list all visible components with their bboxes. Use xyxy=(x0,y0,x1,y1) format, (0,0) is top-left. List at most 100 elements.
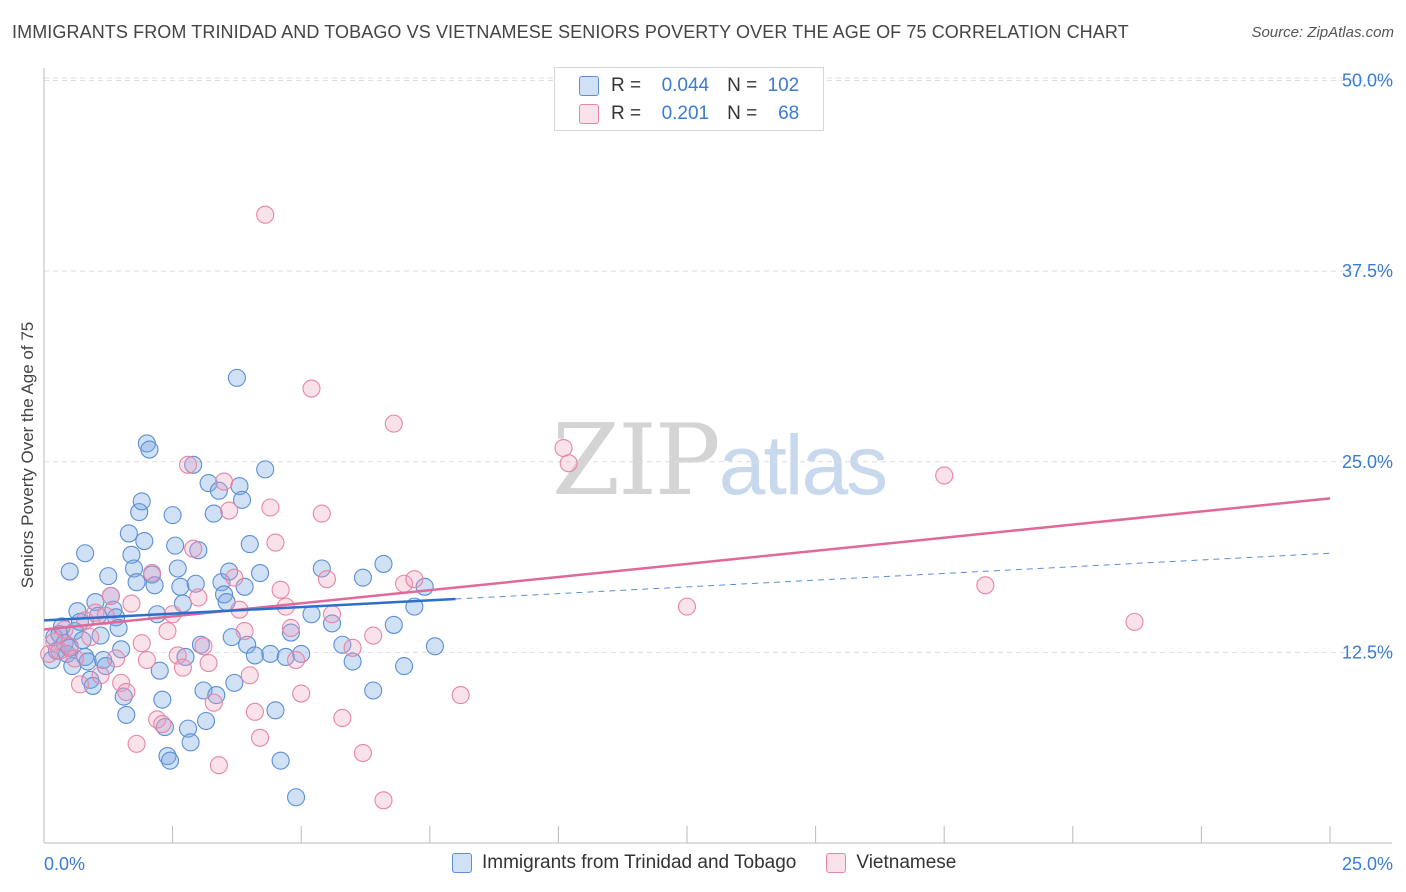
data-point-vietnamese xyxy=(266,533,285,552)
data-point-trinidad-tobago xyxy=(266,701,285,720)
data-point-vietnamese xyxy=(194,637,213,656)
data-point-vietnamese xyxy=(137,650,156,670)
data-point-vietnamese xyxy=(158,621,177,641)
data-point-vietnamese xyxy=(70,675,90,694)
series-trinidad-tobago xyxy=(42,368,444,807)
data-point-vietnamese xyxy=(1125,612,1144,631)
data-point-trinidad-tobago xyxy=(186,574,205,593)
data-point-trinidad-tobago xyxy=(117,705,136,724)
series-legend-item-trinidad-tobago[interactable]: Immigrants from Trinidad and Tobago xyxy=(452,852,796,874)
trend-line-trinidad-tobago xyxy=(43,597,456,622)
y-tick-label: 25.0% xyxy=(1342,452,1393,472)
data-point-vietnamese xyxy=(127,734,146,753)
chart-title: IMMIGRANTS FROM TRINIDAD AND TOBAGO VS V… xyxy=(12,22,1129,42)
data-point-trinidad-tobago xyxy=(140,440,159,459)
data-point-vietnamese xyxy=(333,708,352,728)
data-point-vietnamese xyxy=(214,472,234,491)
data-point-trinidad-tobago xyxy=(333,635,352,654)
data-point-vietnamese xyxy=(199,653,218,673)
data-point-trinidad-tobago xyxy=(384,615,403,634)
series-legend-label: Vietnamese xyxy=(856,852,957,873)
data-point-trinidad-tobago xyxy=(184,455,203,474)
data-point-vietnamese xyxy=(91,666,110,685)
legend-n-label: N = xyxy=(727,103,758,124)
data-point-trinidad-tobago xyxy=(112,640,131,659)
legend-row-trinidad-tobago: R = 0.044 N = 102 xyxy=(579,73,799,99)
x-tick-label: 0.0% xyxy=(44,854,85,874)
series-legend: Immigrants from Trinidad and Tobago Viet… xyxy=(452,852,986,874)
grid-lines xyxy=(44,77,1392,653)
tick-labels: 12.5% 25.0% 37.5% 50.0% 0.0% 25.0% xyxy=(44,71,1393,875)
data-point-trinidad-tobago xyxy=(276,647,295,667)
data-point-trinidad-tobago xyxy=(204,504,223,523)
data-point-trinidad-tobago xyxy=(209,481,228,500)
legend-r-value: 0.044 xyxy=(661,75,710,96)
data-point-vietnamese xyxy=(209,756,228,775)
legend-row-vietnamese: R = 0.201 N = 68 xyxy=(579,101,799,127)
data-point-trinidad-tobago xyxy=(374,554,393,573)
data-point-vietnamese xyxy=(271,580,290,599)
watermark: ZIPatlas xyxy=(552,404,888,518)
data-point-vietnamese xyxy=(153,714,172,734)
data-point-trinidad-tobago xyxy=(76,544,95,563)
data-point-vietnamese xyxy=(235,621,254,641)
data-point-trinidad-tobago xyxy=(225,673,244,692)
data-point-vietnamese xyxy=(178,455,198,474)
legend-swatch-blue xyxy=(452,853,472,873)
data-point-vietnamese xyxy=(405,570,424,589)
data-point-trinidad-tobago xyxy=(181,733,200,752)
data-point-trinidad-tobago xyxy=(124,559,144,578)
data-point-trinidad-tobago xyxy=(130,503,149,522)
data-point-vietnamese xyxy=(261,498,280,517)
data-point-vietnamese xyxy=(451,686,470,705)
data-point-vietnamese xyxy=(81,628,100,647)
data-point-vietnamese xyxy=(50,641,69,660)
data-point-trinidad-tobago xyxy=(119,524,138,543)
data-point-vietnamese xyxy=(55,620,74,639)
legend-r-value: 0.201 xyxy=(661,103,710,124)
data-point-vietnamese xyxy=(554,438,573,458)
data-point-vietnamese xyxy=(250,728,270,747)
data-point-trinidad-tobago xyxy=(155,718,174,737)
series-legend-item-vietnamese[interactable]: Vietnamese xyxy=(826,852,956,874)
legend-r-label: R = xyxy=(611,103,642,124)
watermark-zip: ZIP xyxy=(552,404,721,518)
data-point-vietnamese xyxy=(343,638,362,657)
data-point-vietnamese xyxy=(245,702,264,721)
data-point-vietnamese xyxy=(220,501,239,520)
y-tick-label: 37.5% xyxy=(1342,261,1393,281)
data-point-trinidad-tobago xyxy=(163,506,182,525)
data-point-trinidad-tobago xyxy=(96,657,115,676)
data-point-trinidad-tobago xyxy=(153,690,172,709)
data-point-trinidad-tobago xyxy=(261,644,280,663)
trend-line-trinidad-tobago-extension xyxy=(455,552,1331,600)
data-point-trinidad-tobago xyxy=(343,652,362,671)
data-point-vietnamese xyxy=(281,618,300,638)
data-point-vietnamese xyxy=(117,682,136,702)
data-point-vietnamese xyxy=(132,634,151,653)
data-point-trinidad-tobago xyxy=(166,536,185,555)
data-point-trinidad-tobago xyxy=(281,623,300,642)
data-point-vietnamese xyxy=(353,743,372,763)
legend-swatch-pink xyxy=(826,853,847,873)
data-point-vietnamese xyxy=(677,597,697,616)
data-point-vietnamese xyxy=(312,504,331,523)
data-point-vietnamese xyxy=(323,605,342,624)
data-point-trinidad-tobago xyxy=(122,545,141,564)
data-point-trinidad-tobago xyxy=(160,751,180,770)
data-point-trinidad-tobago xyxy=(60,562,79,581)
correlation-legend: R = 0.044 N = 102 R = 0.201 N = 68 xyxy=(554,67,824,131)
legend-n-value: 102 xyxy=(767,75,800,96)
y-tick-label: 50.0% xyxy=(1342,71,1393,91)
data-point-trinidad-tobago xyxy=(176,647,195,667)
data-point-trinidad-tobago xyxy=(312,559,331,578)
data-point-trinidad-tobago xyxy=(271,751,290,770)
y-tick-label: 12.5% xyxy=(1342,642,1393,662)
data-point-trinidad-tobago xyxy=(178,719,198,738)
data-point-trinidad-tobago xyxy=(127,573,146,592)
legend-swatch-pink xyxy=(579,104,599,124)
data-point-vietnamese xyxy=(184,539,203,558)
data-point-vietnamese xyxy=(225,568,244,587)
data-point-trinidad-tobago xyxy=(99,567,118,586)
data-point-trinidad-tobago xyxy=(232,490,252,509)
